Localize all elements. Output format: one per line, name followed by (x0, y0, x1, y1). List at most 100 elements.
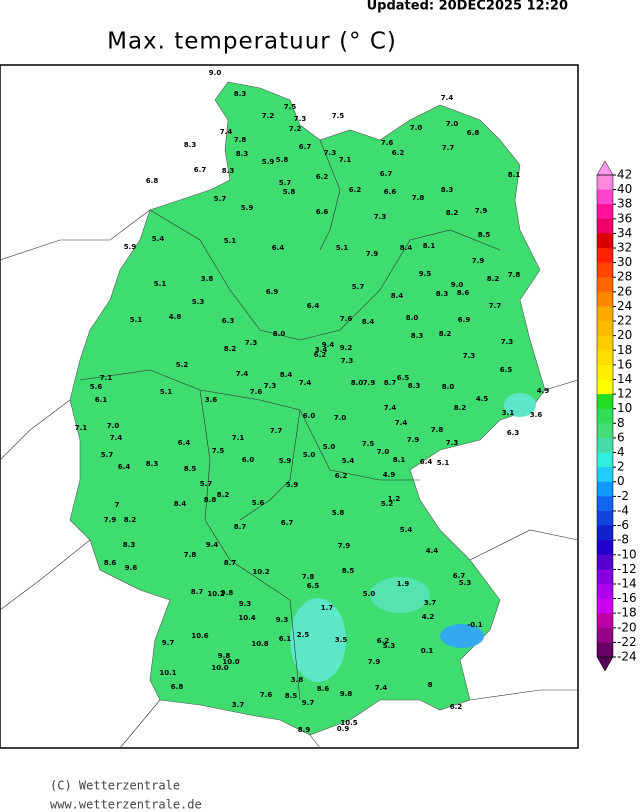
station-value: 7.4 (375, 684, 388, 692)
station-value: 5.7 (101, 451, 114, 459)
colorbar-label: 6 (617, 430, 625, 444)
station-value: 6.7 (281, 519, 294, 527)
station-value: 6.2 (314, 351, 327, 359)
station-value: 7.4 (384, 404, 397, 412)
station-value: 6.5 (307, 582, 320, 590)
station-value: 6.6 (384, 188, 397, 196)
station-value: 8.3 (236, 150, 249, 158)
station-value: 5.3 (459, 579, 472, 587)
colorbar-label: 14 (617, 372, 632, 386)
station-value: 10.2 (207, 590, 224, 598)
colorbar-over (596, 160, 614, 176)
station-value: 9.5 (419, 270, 432, 278)
station-value: 6.4 (420, 458, 433, 466)
colorbar-label: 4 (617, 445, 625, 459)
station-value: 5.1 (130, 316, 143, 324)
station-value: 3.8 (291, 676, 304, 684)
colorbar: 424038363432302826242220181614121086420-… (596, 160, 637, 672)
station-value: 6.2 (349, 186, 362, 194)
station-value: 9.7 (302, 699, 315, 707)
colorbar-segment (597, 394, 613, 410)
colorbar-segment (597, 554, 613, 570)
station-value: 1.7 (321, 604, 334, 612)
station-value: 9.3 (239, 600, 252, 608)
colorbar-label: 36 (617, 211, 632, 225)
station-value: 7.0 (334, 414, 347, 422)
station-value: 7.0 (107, 422, 120, 430)
station-value: 5.0 (323, 443, 336, 451)
station-value: 7.2 (289, 125, 302, 133)
station-value: 6.6 (316, 208, 329, 216)
station-value: 7.7 (270, 427, 283, 435)
colorbar-label: 0 (617, 474, 625, 488)
station-value: 9.4 (322, 341, 335, 349)
colorbar-segment (597, 613, 613, 629)
colorbar-label: 24 (617, 299, 632, 313)
station-value: 5.2 (381, 500, 394, 508)
station-value: 4.2 (422, 613, 435, 621)
colorbar-segment (597, 218, 613, 234)
station-value: 8.7 (224, 559, 237, 567)
station-value: 8.3 (441, 186, 454, 194)
station-value: 3.6 (530, 411, 543, 419)
station-value: 7.5 (332, 112, 345, 120)
station-value: 5.4 (152, 235, 165, 243)
germany-field (69, 81, 546, 736)
station-value: 7.9 (407, 436, 420, 444)
colorbar-label: -14 (617, 576, 637, 590)
station-value: 6.0 (242, 456, 255, 464)
colorbar-label: 22 (617, 314, 632, 328)
station-value: 5.0 (363, 590, 376, 598)
source-url: www.wetterzentrale.de (50, 798, 202, 812)
state-borders (79, 139, 501, 701)
station-value: 6.5 (397, 374, 410, 382)
station-value: 10.0 (211, 664, 228, 672)
station-value: 7.6 (340, 315, 353, 323)
station-value: 7 (115, 501, 120, 509)
station-value: 7.0 (410, 124, 423, 132)
station-value: 7.3 (245, 339, 258, 347)
copyright: (C) Wetterzentrale (50, 779, 180, 793)
station-value: 7.6 (260, 691, 273, 699)
station-value: 5.1 (160, 388, 173, 396)
station-value: 7.1 (100, 374, 113, 382)
station-value: 10.2 (252, 568, 269, 576)
colorbar-label: 40 (617, 182, 632, 196)
station-value: 6.7 (380, 170, 393, 178)
station-value: 8.4 (280, 371, 293, 379)
cool-area (290, 598, 346, 682)
station-value: 5.9 (286, 481, 299, 489)
station-value: 6.2 (335, 472, 348, 480)
station-value: 3.1 (502, 409, 515, 417)
colorbar-label: -16 (617, 591, 637, 605)
colorbar-label: -2 (617, 489, 629, 503)
station-value: 8.1 (508, 171, 521, 179)
station-value: 8.4 (391, 292, 404, 300)
station-value: 9.4 (206, 541, 219, 549)
station-value: 4.9 (383, 471, 396, 479)
station-value: 6.8 (467, 129, 480, 137)
colorbar-label: 16 (617, 357, 632, 371)
station-value: 7.8 (508, 271, 521, 279)
station-value: 9.3 (276, 616, 289, 624)
station-value: 8.2 (224, 345, 237, 353)
colorbar-label: 20 (617, 328, 632, 342)
station-value: 6.7 (299, 143, 312, 151)
station-value: 7.4 (110, 434, 123, 442)
station-value: 9.6 (125, 564, 138, 572)
colorbar-segment (597, 350, 613, 366)
colorbar-segment (597, 277, 613, 293)
station-value: 8.4 (362, 318, 375, 326)
colorbar-segment (597, 248, 613, 264)
station-value: 8.2 (217, 491, 230, 499)
colorbar-segment (597, 408, 613, 424)
station-value: 5.3 (192, 298, 205, 306)
station-values: 9.08.37.27.57.37.27.57.47.0 7.06.87.48.37… (75, 69, 550, 734)
colorbar-label: 30 (617, 255, 632, 269)
station-value: 6.4 (307, 302, 320, 310)
station-value: 8.0 (273, 330, 286, 338)
colorbar-segment (597, 569, 613, 585)
station-value: 7.0 (377, 448, 390, 456)
station-value: 7.4 (236, 370, 249, 378)
station-value: 5.1 (154, 280, 167, 288)
